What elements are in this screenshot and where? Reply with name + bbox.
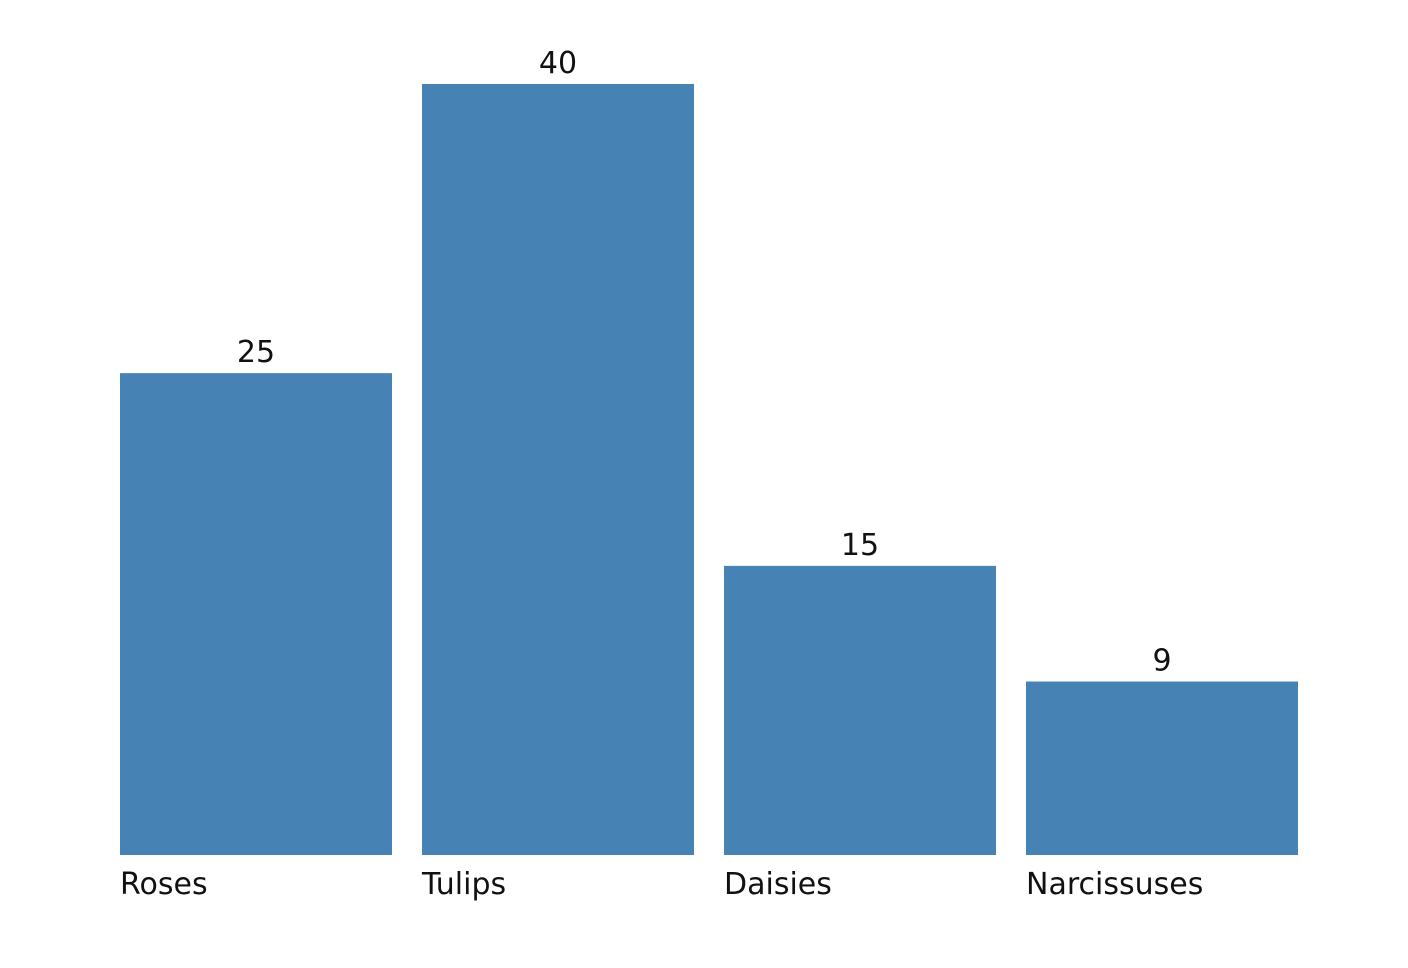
bar-narcissuses	[1026, 681, 1298, 855]
bar-roses	[120, 373, 392, 855]
value-label-roses: 25	[237, 335, 275, 370]
value-label-tulips: 40	[539, 46, 577, 81]
category-label-tulips: Tulips	[421, 867, 506, 902]
bar-daisies	[724, 565, 996, 855]
bars-group	[120, 84, 1298, 855]
bar-tulips	[422, 84, 694, 855]
value-label-daisies: 15	[841, 528, 879, 563]
value-labels-group: 25 40 15 9	[237, 46, 1172, 679]
category-label-daisies: Daisies	[724, 867, 832, 902]
category-label-narcissuses: Narcissuses	[1026, 867, 1203, 902]
category-labels-group: Roses Tulips Daisies Narcissuses	[120, 867, 1203, 902]
category-label-roses: Roses	[120, 867, 208, 902]
value-label-narcissuses: 9	[1152, 644, 1171, 679]
